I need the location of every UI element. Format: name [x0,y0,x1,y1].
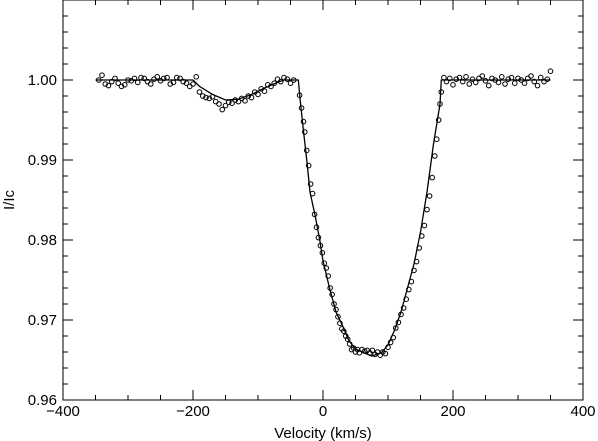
data-point [222,102,229,109]
model-line [95,79,551,357]
data-point [102,81,109,87]
data-point [489,75,495,82]
data-point [521,80,528,86]
data-point [446,75,453,82]
y-tick-label: 0.99 [28,152,57,169]
data-point [141,75,148,82]
x-tick-label: 0 [319,403,327,420]
data-point [537,74,544,81]
data-point [131,75,138,82]
data-point [255,91,261,98]
data-point [121,82,128,88]
data-point [147,81,154,87]
data-point [167,81,174,87]
data-point [495,79,502,86]
data-point [323,265,330,271]
data-point [485,82,492,89]
data-point [105,82,112,89]
x-tick-label: 400 [570,403,595,420]
data-point [242,98,248,104]
plot-frame [62,0,584,401]
data-point [108,78,115,85]
x-tick-label: 200 [440,403,465,420]
data-point [502,81,508,87]
data-point [99,72,105,78]
data-point [248,94,255,101]
data-point [284,76,291,82]
data-point [382,350,389,357]
x-tick-label: −400 [46,403,80,420]
data-point [466,81,473,87]
data-point [134,79,141,86]
y-tick-label: 0.98 [28,232,57,249]
data-point [463,74,469,80]
data-point [544,76,551,82]
data-point [115,80,122,86]
data-point [307,181,314,187]
data-point [547,68,554,74]
data-point [515,75,521,82]
data-point [528,73,534,79]
data-point [443,78,450,85]
data-point [160,75,167,82]
data-point [335,314,341,320]
data-point [505,76,512,82]
data-point [180,78,187,85]
data-point [469,76,476,82]
y-axis-label: I/Ic [1,190,18,211]
data-point [400,305,407,311]
data-point [199,93,206,99]
data-point [432,153,438,159]
data-point [305,162,312,169]
data-point [193,74,200,80]
data-point [369,347,376,354]
data-point [229,100,235,106]
data-point [426,193,433,199]
data-point [196,89,203,95]
data-point [511,80,518,86]
data-point [302,129,308,135]
data-point [303,147,310,154]
data-point [450,82,456,88]
data-point [424,206,430,213]
y-tick-label: 1.00 [28,72,57,89]
data-point [219,106,226,113]
data-point [479,73,486,79]
data-point [325,273,332,279]
data-point [498,74,505,80]
data-point [112,75,118,82]
data-point [429,174,436,181]
data-point [453,76,460,82]
data-point [183,80,190,86]
data-point [203,94,209,101]
y-tick-label: 0.96 [28,392,57,409]
data-point [216,101,222,107]
data-point [206,95,213,102]
data-point [261,88,268,94]
data-point [534,82,541,89]
data-point [531,78,538,85]
data-point [177,75,183,82]
data-point [482,78,489,84]
data-point [300,118,307,125]
y-tick-label: 0.97 [28,312,57,329]
data-point [287,80,294,86]
data-point [154,74,161,80]
data-point [472,79,479,86]
x-axis-label: Velocity (km/s) [274,425,372,441]
data-point [459,78,466,85]
data-point [118,83,125,90]
x-tick-label: −200 [176,403,210,420]
data-point [421,222,428,229]
data-point [190,81,196,87]
data-point [435,117,442,123]
